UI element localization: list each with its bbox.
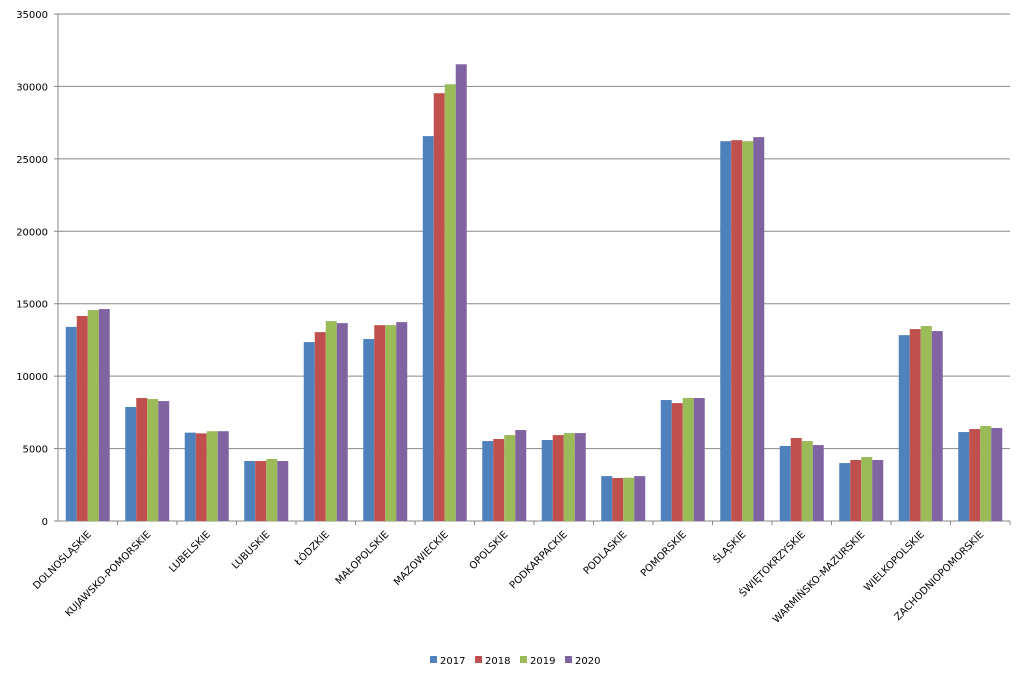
bar: [574, 433, 586, 521]
bar: [872, 460, 884, 521]
bar: [515, 430, 527, 521]
bar: [455, 64, 467, 521]
legend-label: 2020: [575, 656, 600, 667]
bar: [87, 310, 99, 521]
y-tick-label: 35000: [16, 10, 48, 21]
bar: [958, 432, 970, 521]
bar: [552, 435, 564, 521]
bar: [920, 326, 932, 521]
legend-swatch: [565, 656, 572, 663]
bar: [623, 477, 635, 521]
x-tick-label: ŚWIĘTOKRZYSKIE: [736, 528, 808, 600]
bar: [422, 136, 434, 522]
bar: [385, 325, 397, 521]
y-tick-label: 0: [42, 517, 48, 528]
bar: [493, 439, 505, 521]
bar: [909, 329, 921, 521]
bar: [969, 429, 981, 521]
bar: [779, 445, 791, 521]
bar: [801, 441, 813, 521]
legend-label: 2017: [440, 656, 465, 667]
bar: [634, 476, 646, 521]
x-tick-label: WARMIŃSKO-MAZURSKIE: [770, 528, 868, 626]
bar: [563, 433, 575, 521]
bar: [195, 433, 207, 521]
bar: [812, 445, 824, 521]
x-tick-label: LUBUSKIE: [230, 529, 272, 571]
y-tick-label: 10000: [16, 372, 48, 383]
bar: [125, 406, 137, 521]
bar: [742, 141, 754, 521]
bar: [482, 441, 494, 521]
x-tick-label: PODLASKIE: [582, 529, 630, 577]
bar: [336, 323, 348, 521]
bar: [850, 460, 862, 521]
bar: [255, 461, 267, 521]
bar: [753, 137, 765, 521]
x-tick-label: PODKARPACKIE: [508, 529, 570, 591]
x-tick-label: MAŁOPOLSKIE: [334, 529, 392, 587]
x-tick-label: DOLNOŚLĄSKIE: [30, 528, 94, 592]
bar: [720, 141, 732, 521]
legend-swatch: [430, 656, 437, 663]
bar: [136, 398, 148, 521]
bar: [314, 332, 326, 521]
bar: [158, 401, 170, 521]
x-tick-label: ŚLĄSKIE: [710, 528, 748, 566]
bar: [206, 431, 218, 521]
bar: [98, 309, 110, 521]
bar: [790, 437, 802, 521]
bar: [671, 403, 683, 521]
bar: [217, 431, 229, 521]
x-tick-label: ŁÓDZKIE: [291, 528, 332, 569]
bar: [601, 476, 613, 521]
bar: [277, 461, 289, 521]
bar: [266, 459, 278, 521]
bar: [682, 398, 694, 521]
bar: [303, 342, 315, 521]
legend-label: 2019: [530, 656, 555, 667]
bar: [612, 477, 624, 521]
bar: [898, 335, 910, 521]
y-tick-label: 15000: [16, 300, 48, 311]
bar: [363, 339, 375, 521]
legend-label: 2018: [485, 656, 510, 667]
y-tick-label: 25000: [16, 155, 48, 166]
bar: [244, 461, 256, 521]
x-tick-label: LUBELSKIE: [167, 529, 212, 574]
bar: [839, 463, 851, 521]
bar: [541, 440, 553, 521]
bar: [931, 331, 943, 521]
bar: [731, 140, 743, 521]
bar: [991, 428, 1003, 521]
x-tick-label: MAZOWIECKIE: [392, 529, 451, 588]
bar: [65, 326, 77, 521]
bar: [396, 322, 408, 521]
x-tick-label: OPOLSKIE: [468, 529, 511, 572]
legend-swatch: [475, 656, 482, 663]
bar: [444, 84, 456, 522]
y-tick-label: 30000: [16, 82, 48, 93]
x-tick-label: WIELKOPOLSKIE: [862, 529, 927, 594]
y-tick-label: 20000: [16, 227, 48, 238]
bar: [980, 425, 992, 521]
bar: [184, 432, 196, 521]
bar: [861, 456, 873, 521]
bar: [660, 400, 672, 521]
bar: [374, 325, 386, 521]
bar: [325, 321, 337, 521]
bar: [693, 398, 705, 521]
bar: [433, 93, 445, 522]
y-tick-label: 5000: [23, 445, 48, 456]
bar: [504, 435, 516, 521]
x-tick-label: POMORSKIE: [639, 529, 689, 579]
legend-swatch: [520, 656, 527, 663]
bar: [76, 316, 88, 521]
bar: [147, 399, 159, 521]
